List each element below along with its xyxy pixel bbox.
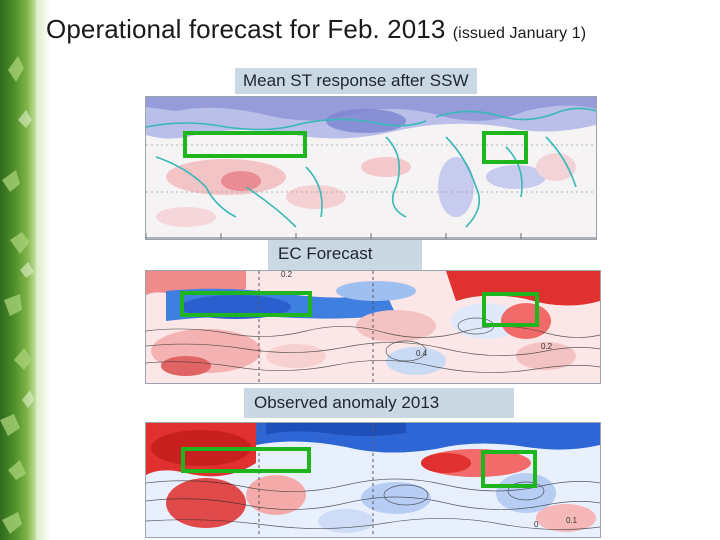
panel-label-ec-forecast: EC Forecast	[268, 240, 422, 270]
highlight-box-namerica-2	[482, 292, 539, 327]
title-main: Operational forecast for Feb. 2013	[46, 14, 446, 44]
title-subtitle: (issued January 1)	[452, 25, 587, 42]
map-ec-forecast-plot: 0.2 0.4 0.2	[146, 271, 600, 383]
map-mean-st-response-plot	[146, 97, 596, 239]
map-observed-anomaly-plot: 0 0.1	[146, 423, 600, 537]
contour-label-obs-1: 0	[534, 520, 539, 529]
contour-label-ec-2: 0.4	[416, 349, 428, 358]
map-ec-forecast: 0.2 0.4 0.2	[145, 270, 601, 384]
highlight-box-namerica-1	[482, 131, 528, 164]
highlight-box-namerica-3	[481, 450, 537, 488]
leaf-bar-fade	[36, 0, 50, 540]
highlight-box-eurasia-2	[180, 291, 312, 317]
contour-label-ec-3: 0.2	[541, 342, 553, 351]
slide-title: Operational forecast for Feb. 2013 (issu…	[46, 14, 586, 45]
panel-label-observed: Observed anomaly 2013	[244, 388, 514, 418]
leaf-pattern-icon	[0, 56, 34, 534]
map-observed-anomaly: 0 0.1	[145, 422, 601, 538]
contour-label-ec-1: 0.2	[281, 271, 293, 279]
map-mean-st-response	[145, 96, 597, 240]
contour-label-obs-2: 0.1	[566, 516, 578, 525]
highlight-box-eurasia-1	[183, 131, 307, 158]
decorative-leaf-bar	[0, 0, 36, 540]
panel-label-mean-st: Mean ST response after SSW	[235, 68, 477, 94]
highlight-box-eurasia-3	[181, 447, 311, 473]
